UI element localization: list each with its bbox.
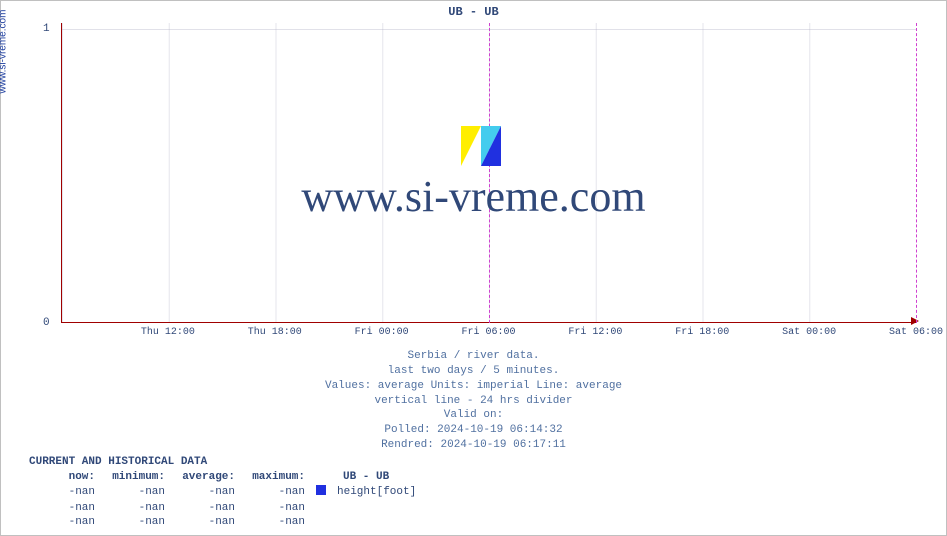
chart-title: UB - UB: [1, 5, 946, 19]
ytick-0: 0: [43, 317, 50, 329]
x-ticks: Thu 12:00 Thu 18:00 Fri 00:00 Fri 06:00 …: [61, 327, 916, 343]
cell-avg: -nan: [169, 485, 239, 500]
xtick-4: Fri 12:00: [568, 327, 622, 338]
col-series: UB - UB: [333, 470, 416, 485]
xtick-1: Thu 18:00: [248, 327, 302, 338]
ytick-1: 1: [43, 23, 50, 35]
xtick-5: Fri 18:00: [675, 327, 729, 338]
caption-line: Valid on:: [1, 408, 946, 423]
x-axis-arrow-icon: [911, 317, 919, 325]
cell-avg: -nan: [169, 515, 239, 530]
cell-max: -nan: [239, 501, 309, 516]
cell-min: -nan: [99, 515, 169, 530]
y-axis-side-label: www.si-vreme.com: [0, 10, 9, 94]
table-title: CURRENT AND HISTORICAL DATA: [29, 455, 416, 470]
caption-line: last two days / 5 minutes.: [1, 364, 946, 379]
col-now: now:: [29, 470, 99, 485]
cell-min: -nan: [99, 501, 169, 516]
xtick-6: Sat 00:00: [782, 327, 836, 338]
cell-min: -nan: [99, 485, 169, 500]
col-min: minimum:: [99, 470, 169, 485]
cell-avg: -nan: [169, 501, 239, 516]
xtick-2: Fri 00:00: [355, 327, 409, 338]
chart-caption: Serbia / river data. last two days / 5 m…: [1, 349, 946, 453]
caption-line: vertical line - 24 hrs divider: [1, 394, 946, 409]
watermark-logo-icon: [461, 126, 501, 166]
cell-max: -nan: [239, 485, 309, 500]
legend-swatch-icon: [316, 485, 326, 495]
col-avg: average:: [169, 470, 239, 485]
caption-line: Polled: 2024-10-19 06:14:32: [1, 423, 946, 438]
watermark-text: www.si-vreme.com: [1, 171, 946, 222]
cell-now: -nan: [29, 501, 99, 516]
cell-now: -nan: [29, 485, 99, 500]
cell-max: -nan: [239, 515, 309, 530]
xtick-0: Thu 12:00: [141, 327, 195, 338]
caption-line: Rendred: 2024-10-19 06:17:11: [1, 438, 946, 453]
caption-line: Serbia / river data.: [1, 349, 946, 364]
xtick-7: Sat 06:00: [889, 327, 943, 338]
data-table: CURRENT AND HISTORICAL DATA now: minimum…: [29, 455, 416, 530]
caption-line: Values: average Units: imperial Line: av…: [1, 379, 946, 394]
cell-now: -nan: [29, 515, 99, 530]
legend-label: height[foot]: [333, 485, 416, 500]
xtick-3: Fri 06:00: [461, 327, 515, 338]
col-max: maximum:: [239, 470, 309, 485]
